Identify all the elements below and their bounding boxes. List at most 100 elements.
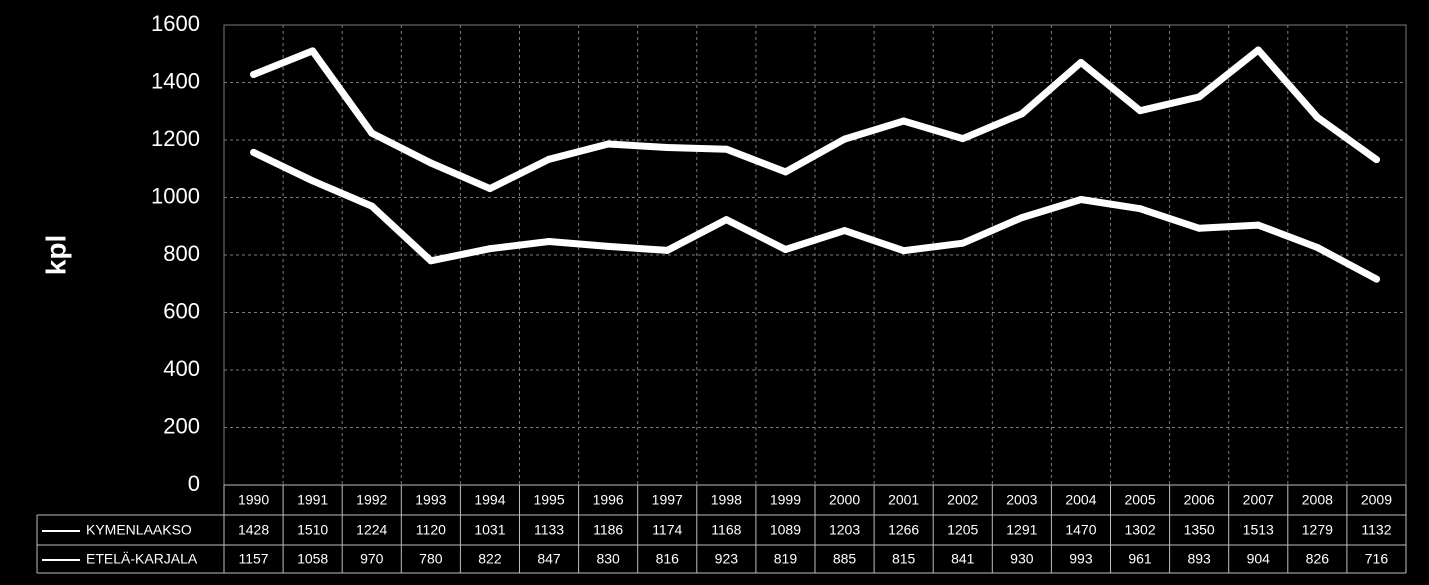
data-label: 1120 (416, 522, 446, 538)
data-point (368, 202, 376, 210)
data-label: 847 (537, 551, 561, 567)
data-label: 1168 (711, 522, 741, 538)
data-point (663, 246, 671, 254)
y-axis-ticks: 0 200 400 600 800 1000 1200 1400 1600 (151, 11, 200, 496)
data-label: 1224 (356, 522, 387, 538)
data-label: 930 (1010, 551, 1034, 567)
data-label: 841 (951, 551, 975, 567)
data-point (250, 148, 258, 156)
data-point (545, 237, 553, 245)
data-point (1313, 244, 1321, 252)
x-tick-label: 2009 (1361, 492, 1392, 508)
y-tick-label: 600 (163, 298, 200, 323)
series-line (250, 46, 1380, 193)
data-point (486, 185, 494, 193)
data-point (1195, 93, 1203, 101)
data-label: 904 (1247, 551, 1271, 567)
data-point (841, 227, 849, 235)
x-tick-label: 1991 (297, 492, 328, 508)
data-point (1372, 156, 1380, 164)
x-tick-label: 1993 (415, 492, 446, 508)
data-point (486, 245, 494, 253)
y-tick-label: 200 (163, 413, 200, 438)
data-label: 1513 (1243, 522, 1274, 538)
x-tick-label: 1998 (711, 492, 742, 508)
x-tick-label: 1990 (238, 492, 269, 508)
x-tick-label: 1995 (533, 492, 564, 508)
data-point (1372, 275, 1380, 283)
data-point (604, 242, 612, 250)
data-label: 815 (892, 551, 916, 567)
data-table: 1990 1991 1992 1993 1994 1995 1996 1997 1998 1999… (36, 484, 1407, 574)
data-point (309, 177, 317, 185)
data-label: 885 (833, 551, 857, 567)
x-tick-label: 2003 (1006, 492, 1037, 508)
data-point (1195, 224, 1203, 232)
x-tick-label: 1997 (652, 492, 683, 508)
data-point (900, 247, 908, 255)
data-point (545, 155, 553, 163)
x-tick-label: 2007 (1243, 492, 1274, 508)
data-point (250, 70, 258, 78)
data-point (1077, 58, 1085, 66)
data-label: 819 (774, 551, 798, 567)
x-tick-label: 2002 (947, 492, 978, 508)
legend-entry: ETELÄ-KARJALA (86, 551, 198, 567)
data-point (722, 145, 730, 153)
data-point (427, 159, 435, 167)
y-tick-label: 1200 (151, 126, 200, 151)
data-label: 1157 (238, 551, 268, 567)
x-tick-label: 1999 (770, 492, 801, 508)
x-tick-label: 2004 (1065, 492, 1096, 508)
y-tick-label: 800 (163, 241, 200, 266)
data-point (663, 143, 671, 151)
data-label: 1203 (829, 522, 860, 538)
data-point (781, 246, 789, 254)
y-tick-label: 400 (163, 356, 200, 381)
y-tick-label: 1000 (151, 183, 200, 208)
data-label: 923 (715, 551, 739, 567)
data-label: 1058 (297, 551, 328, 567)
x-tick-label: 2001 (888, 492, 919, 508)
data-label: 993 (1069, 551, 1093, 567)
data-point (1136, 107, 1144, 115)
data-label: 830 (596, 551, 620, 567)
data-label: 1089 (770, 522, 801, 538)
x-tick-label: 1996 (593, 492, 624, 508)
data-label: 780 (419, 551, 443, 567)
y-axis-label: kpl (40, 235, 71, 275)
data-label: 816 (656, 551, 680, 567)
data-label: 716 (1365, 551, 1389, 567)
data-label: 893 (1187, 551, 1211, 567)
series-lines (250, 46, 1380, 283)
data-point (1254, 46, 1262, 54)
data-point (1077, 196, 1085, 204)
data-label: 1279 (1302, 522, 1333, 538)
data-label: 1470 (1065, 522, 1096, 538)
y-tick-label: 0 (188, 471, 200, 496)
data-point (959, 135, 967, 143)
data-label: 1510 (297, 522, 328, 538)
data-label: 1031 (474, 522, 505, 538)
data-point (604, 140, 612, 148)
y-tick-label: 1400 (151, 68, 200, 93)
series-line (250, 148, 1380, 283)
data-label: 1132 (1361, 522, 1391, 538)
legend-entry: KYMENLAAKSO (86, 522, 192, 538)
x-tick-label: 1992 (356, 492, 387, 508)
data-point (900, 117, 908, 125)
data-label: 1133 (534, 522, 564, 538)
data-label: 1205 (947, 522, 978, 538)
data-label: 1302 (1124, 522, 1155, 538)
data-label: 1186 (593, 522, 623, 538)
data-point (309, 47, 317, 55)
x-tick-label: 2006 (1184, 492, 1215, 508)
data-label: 1266 (888, 522, 919, 538)
data-label: 1350 (1184, 522, 1215, 538)
data-label: 1174 (652, 522, 682, 538)
data-point (959, 239, 967, 247)
data-point (1018, 110, 1026, 118)
data-point (368, 129, 376, 137)
data-label: 1291 (1006, 522, 1037, 538)
